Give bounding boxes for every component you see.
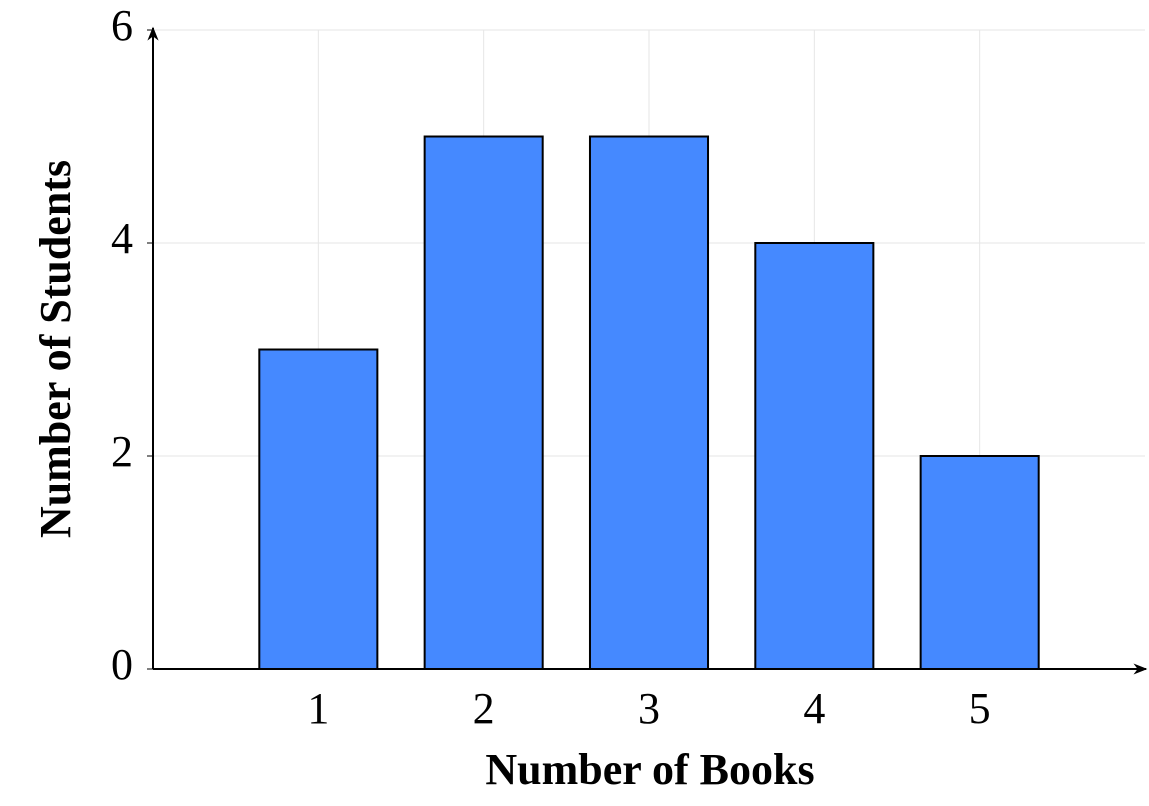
bar xyxy=(258,348,379,670)
bars xyxy=(258,135,1040,670)
bar xyxy=(754,242,875,670)
x-tick-label: 3 xyxy=(638,684,660,733)
bar xyxy=(919,455,1040,670)
y-tick-label: 6 xyxy=(111,1,133,50)
y-axis-title: Number of Students xyxy=(31,160,80,538)
x-tick-label: 5 xyxy=(969,684,991,733)
y-tick-label: 4 xyxy=(111,214,133,263)
x-tick-label: 1 xyxy=(307,684,329,733)
x-tick-label: 2 xyxy=(473,684,495,733)
bar xyxy=(423,135,544,670)
bar xyxy=(588,135,710,670)
y-tick-label: 2 xyxy=(111,427,133,476)
y-tick-label: 0 xyxy=(111,640,133,689)
x-tick-label: 4 xyxy=(803,684,825,733)
x-axis-title: Number of Books xyxy=(485,745,814,794)
